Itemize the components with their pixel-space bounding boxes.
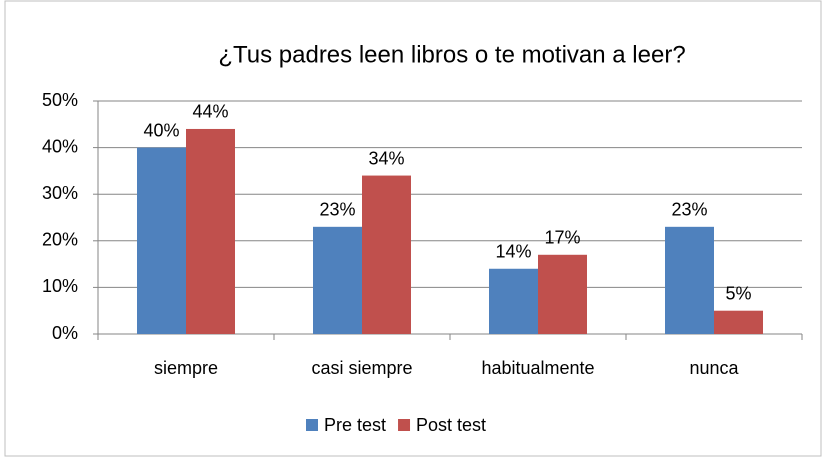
x-tick-label: casi siempre (311, 358, 412, 378)
data-label: 5% (725, 283, 751, 303)
x-tick-label: nunca (689, 358, 739, 378)
bar (137, 147, 186, 334)
bar (538, 254, 587, 334)
legend-label: Post test (416, 415, 486, 435)
data-label: 14% (495, 242, 531, 262)
legend-swatch (398, 419, 411, 431)
legend-label: Pre test (324, 415, 386, 435)
y-tick-label: 10% (42, 276, 78, 296)
y-tick-label: 30% (42, 183, 78, 203)
data-label: 23% (671, 200, 707, 220)
bar (489, 268, 538, 334)
data-label: 44% (192, 102, 228, 122)
data-label: 23% (319, 200, 355, 220)
legend-swatch (306, 419, 318, 431)
bar (665, 226, 714, 334)
x-tick-label: siempre (154, 358, 218, 378)
y-tick-label: 50% (42, 90, 78, 110)
bar (714, 310, 763, 334)
bar (313, 226, 362, 334)
y-tick-label: 40% (42, 136, 78, 156)
data-label: 17% (544, 228, 580, 248)
x-tick-label: habitualmente (481, 358, 594, 378)
bar (186, 128, 235, 334)
y-tick-label: 20% (42, 230, 78, 250)
data-label: 34% (368, 148, 404, 168)
bar (362, 175, 411, 334)
data-label: 40% (143, 120, 179, 140)
chart-title: ¿Tus padres leen libros o te motivan a l… (218, 41, 685, 68)
y-tick-label: 0% (52, 323, 78, 343)
